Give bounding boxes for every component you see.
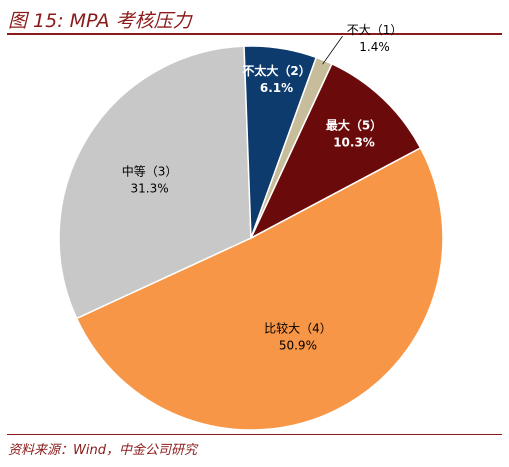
pie-slice: [58, 45, 252, 320]
slice-category-label: 不大（1）: [347, 23, 403, 37]
slice-percent-label: 6.1%: [260, 81, 293, 95]
slice-category-label: 比较大（4）: [264, 321, 332, 336]
slice-category-label: 不太大（2）: [242, 63, 310, 78]
chart-title: 图 15: MPA 考核压力: [8, 10, 192, 32]
slice-percent-label: 10.3%: [333, 135, 375, 149]
pie-slices: [58, 45, 444, 431]
slice-percent-label: 31.3%: [131, 182, 169, 196]
source-note: 资料来源：Wind，中金公司研究: [8, 443, 197, 458]
slice-labels: 比较大（4） 50.9% 中等（3） 31.3% 不太大（2） 6.1% 不大（1） 1.4%…: [122, 23, 403, 352]
footer-divider: [7, 434, 502, 435]
slice-category-label: 中等（3）: [122, 164, 178, 179]
title-divider: [7, 33, 502, 35]
slice-percent-label: 50.9%: [279, 339, 317, 353]
leader-line-slice-3: [322, 35, 343, 65]
slice-percent-label: 1.4%: [359, 40, 390, 54]
pie-slice: [249, 62, 422, 240]
pie-slice: [75, 146, 444, 431]
slice-category-label: 最大（5）: [326, 117, 382, 132]
